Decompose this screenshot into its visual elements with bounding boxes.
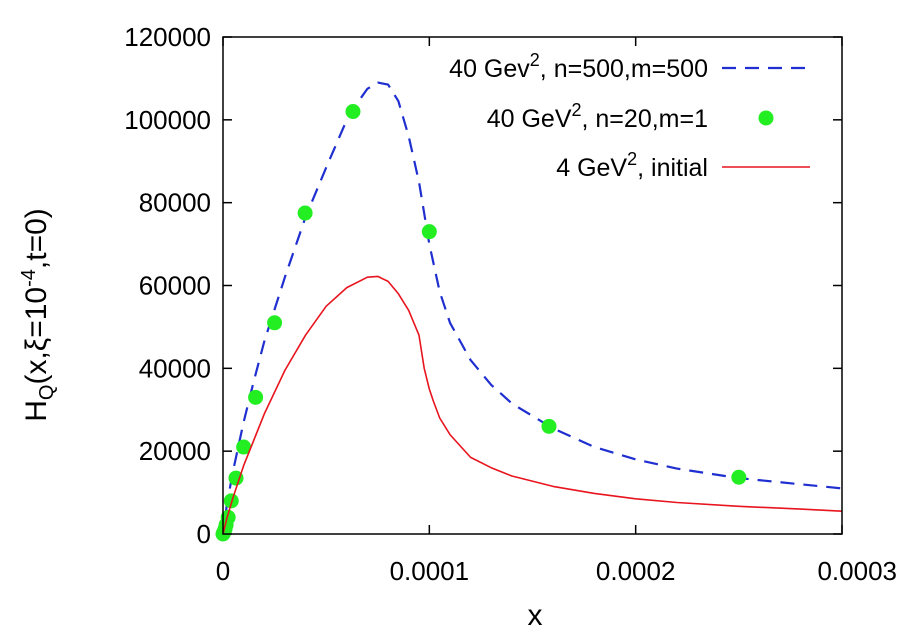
y-axis-label-end: ,t=0): [20, 208, 53, 269]
data-point: [228, 470, 244, 486]
legend-label-rest: , n=500,m=500: [540, 55, 708, 83]
x-tick-label: 0.0003: [817, 556, 897, 586]
legend-label: 4 GeV2, initial: [556, 149, 708, 182]
legend-label-sup: 2: [530, 50, 540, 70]
y-tick-label: 20000: [139, 436, 211, 466]
legend-label: 40 Gev2, n=500,m=500: [449, 50, 708, 83]
data-point: [421, 224, 437, 240]
y-tick-label: 120000: [124, 22, 211, 52]
data-point: [220, 509, 236, 525]
data-point: [297, 205, 313, 221]
y-axis-label: HQ(x,ξ=10-4,t=0): [18, 208, 58, 422]
data-point: [541, 418, 557, 434]
y-tick-label: 0: [197, 519, 211, 549]
plot-frame: [222, 36, 843, 535]
tick-layer: 0 20000 40000 60000 80000 100000 120000 0 0.0001…: [124, 22, 897, 586]
data-point: [345, 104, 361, 120]
legend-label-sup: 2: [572, 100, 582, 120]
y-axis-label-h: H: [20, 400, 53, 422]
data-point: [236, 439, 252, 455]
y-axis-label-mid: (x,ξ=10: [20, 287, 53, 385]
legend-label-main: 40 Gev: [449, 55, 530, 83]
x-tick-label: 0.0002: [596, 556, 676, 586]
series-line: [221, 81, 843, 535]
legend-label-main: 40 GeV: [487, 105, 572, 133]
y-axis-label-exp: -4: [18, 269, 40, 287]
x-tick-label: 0.0001: [390, 556, 470, 586]
data-point: [267, 315, 283, 331]
legend-label: 40 GeV2, n=20,m=1: [487, 100, 708, 133]
data-point: [731, 469, 747, 485]
x-axis-label: x: [528, 599, 543, 631]
y-axis-label-sub: Q: [36, 385, 58, 401]
y-tick-label: 80000: [139, 188, 211, 218]
legend-label-sup: 2: [627, 149, 637, 169]
legend-marker: [758, 110, 774, 126]
series-layer: [215, 81, 843, 542]
y-tick-label: 60000: [139, 271, 211, 301]
legend-label-rest: , initial: [637, 154, 708, 182]
legend-label-rest: , n=20,m=1: [582, 105, 708, 133]
y-tick-label: 100000: [124, 105, 211, 135]
legend-label-main: 4 GeV: [556, 154, 627, 182]
data-point: [248, 389, 264, 405]
y-tick-label: 40000: [139, 353, 211, 383]
x-tick-label: 0: [216, 556, 230, 586]
series-line: [222, 275, 843, 535]
